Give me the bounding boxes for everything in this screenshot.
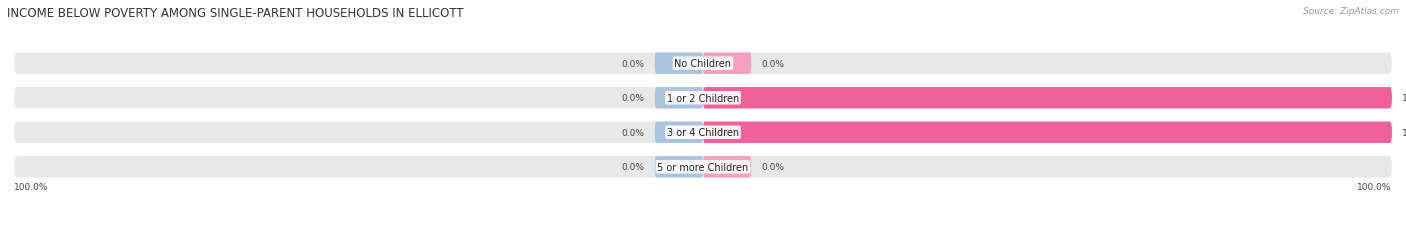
Text: 0.0%: 0.0% [621,128,644,137]
Text: 100.0%: 100.0% [1402,128,1406,137]
FancyBboxPatch shape [14,88,1392,109]
FancyBboxPatch shape [703,88,1392,109]
FancyBboxPatch shape [703,53,751,75]
Text: 1 or 2 Children: 1 or 2 Children [666,93,740,103]
FancyBboxPatch shape [703,156,751,178]
Text: 5 or more Children: 5 or more Children [658,162,748,172]
Text: 3 or 4 Children: 3 or 4 Children [666,128,740,138]
FancyBboxPatch shape [655,156,703,178]
FancyBboxPatch shape [14,156,1392,178]
Text: 100.0%: 100.0% [14,182,49,191]
Text: 0.0%: 0.0% [762,163,785,172]
FancyBboxPatch shape [14,122,1392,143]
Text: Source: ZipAtlas.com: Source: ZipAtlas.com [1303,7,1399,16]
FancyBboxPatch shape [655,53,703,75]
FancyBboxPatch shape [655,88,703,109]
Text: 0.0%: 0.0% [621,94,644,103]
FancyBboxPatch shape [14,53,1392,75]
Text: 100.0%: 100.0% [1357,182,1392,191]
Text: 0.0%: 0.0% [621,163,644,172]
FancyBboxPatch shape [703,122,1392,143]
Text: INCOME BELOW POVERTY AMONG SINGLE-PARENT HOUSEHOLDS IN ELLICOTT: INCOME BELOW POVERTY AMONG SINGLE-PARENT… [7,7,464,20]
Text: No Children: No Children [675,59,731,69]
Text: 100.0%: 100.0% [1402,94,1406,103]
Text: 0.0%: 0.0% [621,59,644,68]
FancyBboxPatch shape [655,122,703,143]
Text: 0.0%: 0.0% [762,59,785,68]
